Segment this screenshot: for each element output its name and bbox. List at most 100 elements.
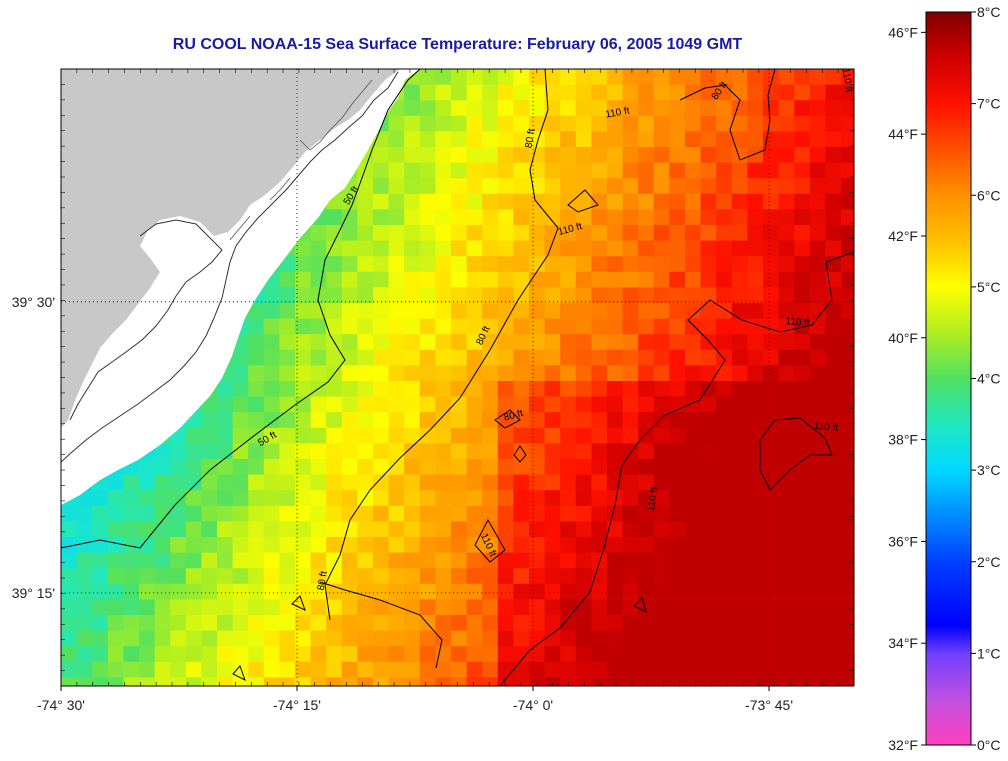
sst-cell	[778, 209, 795, 226]
sst-cell	[809, 505, 826, 522]
sst-cell	[638, 646, 655, 663]
sst-cell	[575, 100, 592, 117]
sst-cell	[809, 630, 826, 647]
sst-cell	[435, 381, 452, 398]
sst-cell	[279, 349, 296, 366]
sst-cell	[435, 100, 452, 117]
sst-cell	[685, 568, 702, 585]
sst-cell	[669, 271, 686, 288]
sst-cell	[638, 630, 655, 647]
sst-cell	[607, 240, 624, 257]
sst-cell	[778, 256, 795, 273]
sst-cell	[653, 84, 670, 101]
sst-cell	[653, 427, 670, 444]
sst-cell	[560, 349, 577, 366]
sst-cell	[794, 84, 811, 101]
sst-cell	[497, 100, 514, 117]
sst-cell	[513, 349, 530, 366]
sst-cell	[388, 646, 405, 663]
sst-cell	[123, 661, 140, 678]
sst-cell	[731, 381, 748, 398]
sst-cell	[560, 646, 577, 663]
sst-cell	[685, 287, 702, 304]
sst-cell	[794, 474, 811, 491]
sst-cell	[607, 178, 624, 195]
sst-cell	[700, 615, 717, 632]
sst-cell	[357, 459, 374, 476]
sst-cell	[466, 505, 483, 522]
sst-cell	[373, 287, 390, 304]
sst-cell	[591, 646, 608, 663]
sst-cell	[279, 568, 296, 585]
sst-cell	[497, 646, 514, 663]
sst-cell	[170, 521, 187, 538]
sst-cell	[560, 84, 577, 101]
sst-cell	[700, 193, 717, 210]
sst-cell	[669, 677, 686, 686]
sst-cell	[653, 193, 670, 210]
sst-cell	[778, 459, 795, 476]
sst-cell	[653, 256, 670, 273]
sst-cell	[435, 677, 452, 686]
sst-cell	[497, 147, 514, 164]
sst-cell	[513, 646, 530, 663]
sst-cell	[638, 583, 655, 600]
sst-cell	[388, 490, 405, 507]
sst-cell	[809, 615, 826, 632]
sst-cell	[638, 225, 655, 242]
sst-cell	[607, 396, 624, 413]
sst-cell	[497, 287, 514, 304]
colorbar-c-label: 6°C	[977, 187, 1001, 203]
sst-cell	[201, 459, 218, 476]
sst-cell	[591, 349, 608, 366]
sst-cell	[170, 630, 187, 647]
sst-cell	[326, 381, 343, 398]
sst-cell	[373, 443, 390, 460]
sst-cell	[685, 193, 702, 210]
sst-cell	[731, 349, 748, 366]
sst-cell	[700, 209, 717, 226]
sst-cell	[841, 583, 854, 600]
contour-label: 110 ft	[785, 316, 810, 329]
sst-cell	[841, 131, 854, 148]
sst-cell	[560, 568, 577, 585]
sst-cell	[435, 147, 452, 164]
sst-cell	[544, 599, 561, 616]
sst-cell	[107, 552, 124, 569]
sst-cell	[326, 661, 343, 678]
sst-cell	[326, 693, 342, 709]
sst-cell	[622, 412, 639, 429]
sst-cell	[139, 677, 156, 686]
sst-cell	[529, 303, 546, 320]
sst-cell	[217, 537, 234, 554]
sst-cell	[685, 615, 702, 632]
sst-cell	[794, 552, 811, 569]
sst-cell	[232, 427, 249, 444]
sst-cell	[263, 334, 280, 351]
sst-cell	[497, 568, 514, 585]
sst-cell	[700, 256, 717, 273]
sst-cell	[217, 412, 234, 429]
sst-cell	[435, 521, 452, 538]
sst-cell	[669, 225, 686, 242]
colorbar-c-label: 4°C	[977, 371, 1001, 387]
sst-cell	[341, 381, 358, 398]
sst-cell	[357, 568, 374, 585]
sst-cell	[419, 131, 436, 148]
sst-cell	[591, 100, 608, 117]
sst-cell	[310, 381, 327, 398]
sst-cell	[653, 537, 670, 554]
sst-cell	[451, 381, 468, 398]
sst-cell	[263, 505, 280, 522]
sst-cell	[357, 318, 374, 335]
sst-cell	[139, 552, 156, 569]
sst-cell	[544, 115, 561, 132]
map-grid	[61, 69, 854, 686]
sst-cell	[466, 459, 483, 476]
sst-cell	[731, 615, 748, 632]
bay-outline	[69, 219, 223, 421]
sst-cell	[794, 193, 811, 210]
sst-cell	[76, 521, 93, 538]
sst-cell	[841, 256, 854, 273]
sst-cell	[669, 256, 686, 273]
